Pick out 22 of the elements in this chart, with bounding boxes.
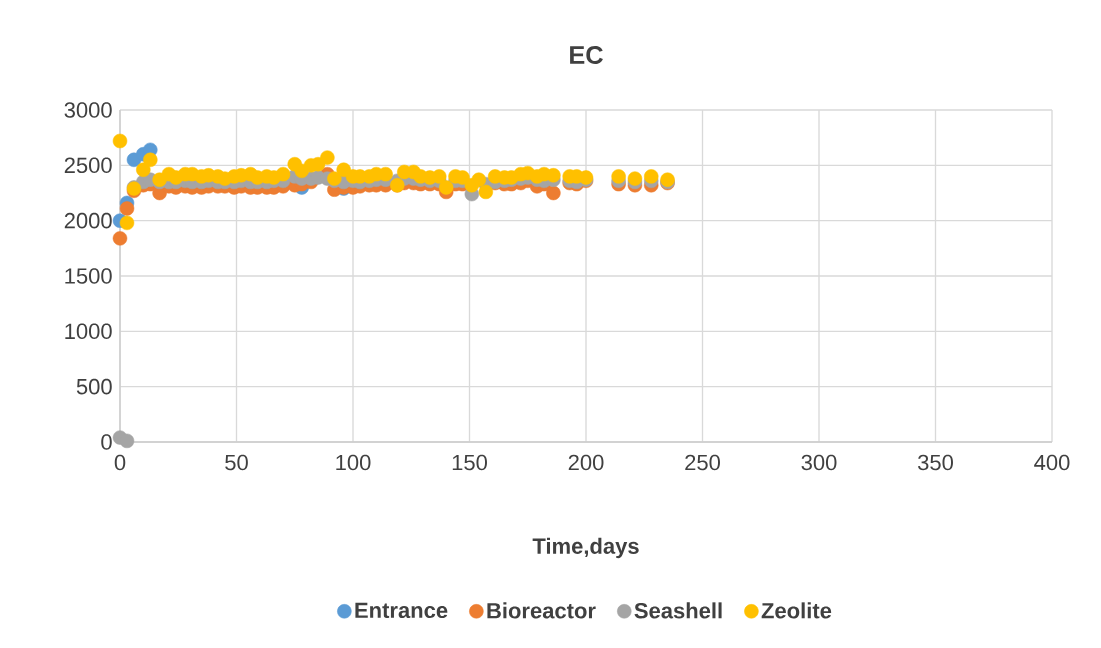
legend-label: Seashell bbox=[634, 602, 722, 619]
legend-label: Bioreactor bbox=[487, 602, 596, 619]
x-tick-label: 300 bbox=[801, 454, 837, 471]
y-tick-label: 1000 bbox=[65, 323, 112, 340]
x-axis-title: Time,days bbox=[532, 537, 639, 559]
x-tick-label: 150 bbox=[452, 454, 487, 471]
x-tick-label: 200 bbox=[568, 454, 604, 471]
x-tick-label: 0 bbox=[114, 454, 126, 471]
y-tick-label: 2000 bbox=[64, 212, 112, 229]
y-tick-label: 2500 bbox=[64, 157, 112, 174]
x-tick-label: 250 bbox=[685, 454, 720, 471]
legend-label: Zeolite bbox=[761, 602, 832, 619]
x-tick-label: 50 bbox=[225, 454, 248, 471]
x-tick-label: 350 bbox=[917, 454, 953, 471]
y-tick-label: 0 bbox=[101, 434, 112, 450]
y-tick-label: 500 bbox=[76, 378, 112, 395]
y-tick-label: 3000 bbox=[64, 102, 112, 118]
legend-label: Entrance bbox=[355, 602, 448, 619]
chart-title: EC bbox=[570, 46, 603, 64]
x-tick-label: 100 bbox=[336, 454, 371, 471]
y-tick-label: 1500 bbox=[65, 268, 112, 284]
x-tick-label: 400 bbox=[1034, 454, 1070, 471]
